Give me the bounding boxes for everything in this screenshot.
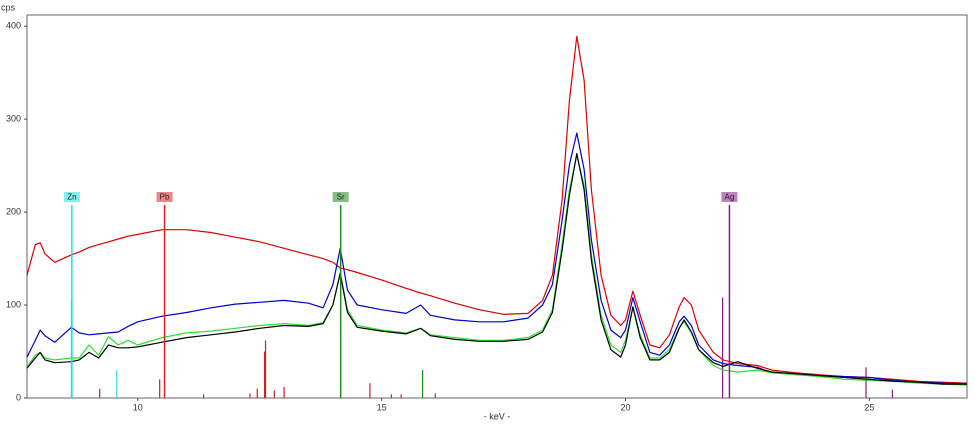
y-tick-label: 400	[6, 21, 21, 31]
y-tick-label: 300	[6, 113, 21, 123]
y-tick-label: 200	[6, 206, 21, 216]
y-tick-label: 0	[16, 392, 21, 402]
spectrum-line	[26, 154, 968, 386]
spectrum-line	[26, 152, 967, 385]
y-tick-label: 100	[6, 299, 21, 309]
x-tick-label: 15	[377, 402, 387, 412]
plot-frame	[26, 14, 968, 399]
element-marker-box	[63, 192, 80, 202]
x-axis-label: - keV -	[484, 411, 511, 421]
element-marker-label: Ag	[725, 193, 735, 202]
element-marker-label: Pb	[160, 193, 170, 202]
spectrum-line	[26, 35, 968, 384]
element-marker-box	[156, 192, 173, 202]
y-axis-label: cps	[1, 2, 16, 12]
x-tick-label: 10	[133, 402, 143, 412]
x-tick-label: 25	[864, 402, 874, 412]
spectrum-line	[26, 132, 968, 385]
element-marker-label: Sr	[337, 193, 345, 202]
x-tick-label: 20	[621, 402, 631, 412]
element-marker-label: Zn	[67, 193, 76, 202]
element-marker-box	[332, 192, 349, 202]
element-marker-box	[721, 192, 738, 202]
